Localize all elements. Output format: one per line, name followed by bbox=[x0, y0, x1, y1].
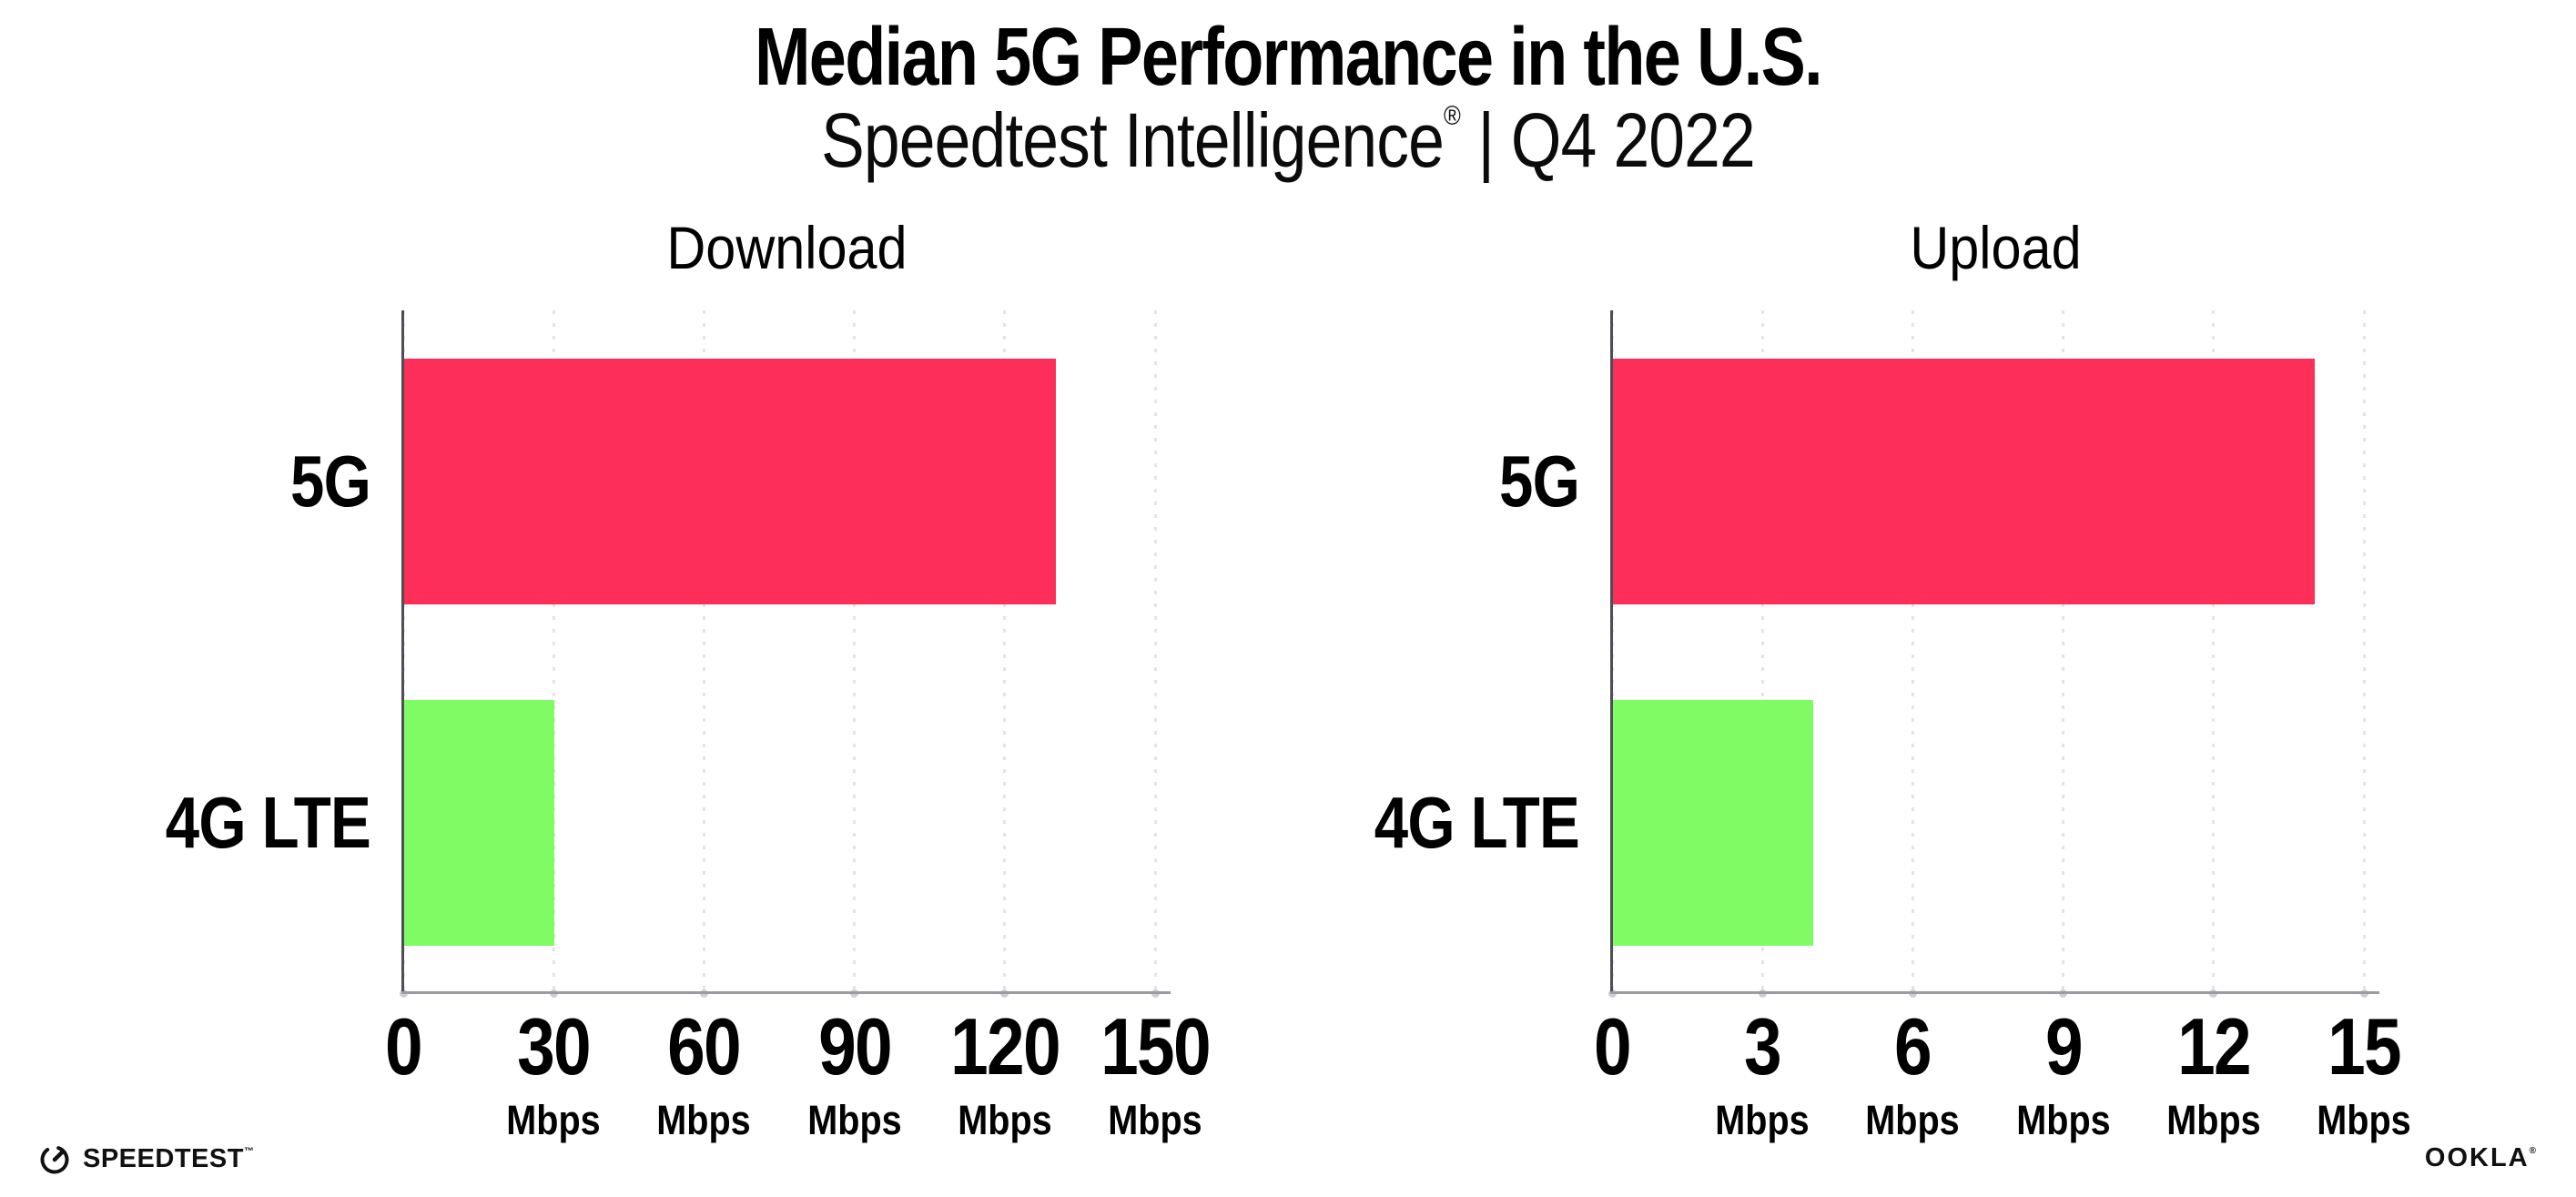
tick-label-120-download: 120 Mbps bbox=[868, 1007, 1141, 1141]
tick-unit-30: Mbps bbox=[506, 1097, 601, 1143]
gridline-150-download bbox=[1153, 310, 1157, 993]
chart-title-download: Download bbox=[666, 214, 908, 281]
speedtest-logo: SPEEDTEST™ bbox=[38, 1142, 254, 1175]
tick-label-12-upload: 12 Mbps bbox=[2077, 1007, 2350, 1141]
subtitle-period: Q4 2022 bbox=[1510, 97, 1756, 183]
tick-label-6-upload: 6 Mbps bbox=[1776, 1007, 2049, 1141]
subtitle-separator: | bbox=[1477, 97, 1496, 183]
tick-label-15-upload: 15 Mbps bbox=[2227, 1007, 2500, 1141]
tick-value-0: 0 bbox=[385, 1001, 423, 1091]
gridline-6-upload bbox=[1911, 310, 1914, 993]
tick-unit-12: Mbps bbox=[2166, 1097, 2261, 1143]
bar-4g-lte-upload bbox=[1613, 699, 1814, 946]
tick-value-12: 12 bbox=[2176, 1001, 2252, 1091]
tick-label-3-upload: 3 Mbps bbox=[1626, 1007, 1899, 1141]
tick-unit-6: Mbps bbox=[1865, 1097, 1961, 1143]
bar-5g-download bbox=[404, 358, 1056, 604]
page-subtitle: Speedtest Intelligence® | Q4 2022 bbox=[193, 102, 2383, 178]
tick-value-6: 6 bbox=[1894, 1001, 1932, 1091]
tick-unit-3: Mbps bbox=[1715, 1097, 1810, 1143]
subtitle-brand: Speedtest Intelligence bbox=[821, 97, 1445, 183]
download-chart: Download 0 30 Mbps 60 Mbps 90 Mbps 120 Mbps 150 Mbp… bbox=[166, 218, 1212, 1141]
tick-unit-90: Mbps bbox=[806, 1097, 902, 1143]
category-label-5g-upload: 5G bbox=[1499, 440, 1580, 522]
gridline-30-download bbox=[552, 310, 555, 993]
tick-label-150-download: 150 Mbps bbox=[1019, 1007, 1292, 1141]
tick-unit-150: Mbps bbox=[1108, 1097, 1202, 1143]
tick-value-90: 90 bbox=[817, 1001, 893, 1091]
registered-mark: ® bbox=[1444, 101, 1461, 131]
gridline-9-upload bbox=[2062, 310, 2065, 993]
speedtest-gauge-icon bbox=[40, 1145, 69, 1174]
ookla-logo: OOKLA® bbox=[2425, 1143, 2538, 1173]
tick-label-90-download: 90 Mbps bbox=[718, 1007, 991, 1141]
gridline-120-download bbox=[1003, 310, 1007, 993]
y-axis-upload bbox=[1610, 310, 1613, 994]
tick-value-0: 0 bbox=[1594, 1001, 1632, 1091]
bar-4g-lte-download bbox=[404, 699, 555, 946]
speedtest-wordmark: SPEEDTEST™ bbox=[83, 1143, 255, 1173]
trademark-mark: ™ bbox=[243, 1145, 255, 1157]
y-axis-download bbox=[401, 310, 404, 994]
tick-value-30: 30 bbox=[517, 1001, 592, 1091]
category-label-4g-lte-download: 4G LTE bbox=[165, 781, 371, 863]
tick-value-120: 120 bbox=[949, 1001, 1060, 1091]
tick-value-9: 9 bbox=[2044, 1001, 2084, 1091]
tick-unit-15: Mbps bbox=[2317, 1097, 2411, 1143]
gridline-15-upload bbox=[2362, 310, 2366, 993]
registered-mark-ookla: ® bbox=[2529, 1146, 2538, 1156]
tick-label-9-upload: 9 Mbps bbox=[1927, 1007, 2200, 1141]
tick-value-60: 60 bbox=[667, 1001, 742, 1091]
tick-unit-9: Mbps bbox=[2015, 1097, 2111, 1143]
gridline-90-download bbox=[853, 310, 857, 993]
ookla-wordmark: OOKLA bbox=[2424, 1143, 2530, 1172]
x-axis-download bbox=[401, 991, 1171, 994]
gridline-12-upload bbox=[2212, 310, 2216, 993]
upload-chart: Upload 0 3 Mbps 6 Mbps 9 Mbps 12 Mbps 15 Mbps 5G 4G L… bbox=[1374, 218, 2411, 1141]
tick-value-150: 150 bbox=[1100, 1001, 1211, 1091]
category-label-5g-download: 5G bbox=[290, 440, 371, 522]
tick-unit-60: Mbps bbox=[656, 1097, 752, 1143]
gridline-3-upload bbox=[1760, 310, 1764, 993]
x-axis-upload bbox=[1610, 991, 2379, 994]
category-label-4g-lte-upload: 4G LTE bbox=[1374, 781, 1580, 863]
bar-5g-upload bbox=[1613, 358, 2315, 604]
tick-value-15: 15 bbox=[2328, 1001, 2402, 1091]
tick-label-0-download: 0 bbox=[267, 1007, 540, 1087]
tick-unit-120: Mbps bbox=[958, 1097, 1052, 1143]
chart-title-upload: Upload bbox=[1910, 214, 2082, 281]
gridline-60-download bbox=[702, 310, 705, 993]
tick-label-30-download: 30 Mbps bbox=[417, 1007, 690, 1141]
tick-label-60-download: 60 Mbps bbox=[567, 1007, 840, 1141]
tick-label-0-upload: 0 bbox=[1476, 1007, 1749, 1087]
tick-value-3: 3 bbox=[1744, 1001, 1782, 1091]
page-title: Median 5G Performance in the U.S. bbox=[754, 12, 1823, 103]
